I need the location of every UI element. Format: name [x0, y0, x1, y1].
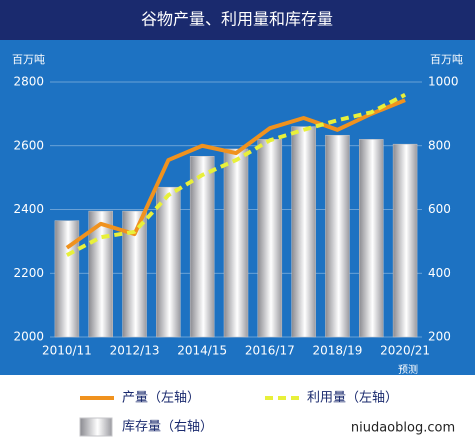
y-axis-label: 百万吨 — [12, 53, 45, 66]
legend-label: 库存量（右轴） — [122, 419, 213, 435]
y-tick-label: 2000 — [13, 330, 44, 344]
y2-tick-label: 600 — [428, 202, 451, 216]
bar — [359, 139, 384, 338]
bar — [325, 134, 350, 338]
y-tick-label: 2200 — [13, 266, 44, 280]
bar — [257, 139, 283, 338]
bar — [392, 143, 418, 338]
y2-axis-label: 百万吨 — [430, 53, 463, 66]
x-tick-label: 2010/11 — [42, 344, 92, 358]
x-tick-label: 2012/13 — [110, 344, 160, 358]
bar — [88, 210, 113, 338]
bar — [291, 126, 316, 338]
legend-label: 产量（左轴） — [122, 391, 200, 406]
legend-swatch — [79, 417, 113, 437]
legend-label: 利用量（左轴） — [307, 391, 398, 406]
chart-title: 谷物产量、利用量和库存量 — [141, 10, 333, 29]
y2-tick-label: 800 — [428, 138, 451, 152]
line — [65, 98, 406, 250]
x-tick-label: 2018/19 — [313, 344, 363, 358]
forecast-note: 预测 — [398, 363, 418, 376]
bar — [54, 220, 80, 338]
bar — [189, 156, 215, 338]
bar — [223, 148, 249, 338]
y-tick-label: 2400 — [13, 202, 44, 216]
title-bar — [0, 0, 475, 40]
x-tick-label: 2016/17 — [245, 344, 295, 358]
y2-tick-label: 200 — [428, 330, 451, 344]
y2-tick-label: 1000 — [428, 75, 459, 89]
x-tick-label: 2020/21 — [380, 344, 430, 358]
y-tick-label: 2600 — [13, 138, 44, 152]
y2-tick-label: 400 — [428, 266, 451, 280]
watermark: niudaoblog.com — [351, 421, 455, 436]
line — [65, 92, 407, 257]
x-tick-label: 2014/15 — [177, 344, 227, 358]
bar — [156, 186, 181, 338]
y-tick-label: 2800 — [13, 75, 44, 89]
